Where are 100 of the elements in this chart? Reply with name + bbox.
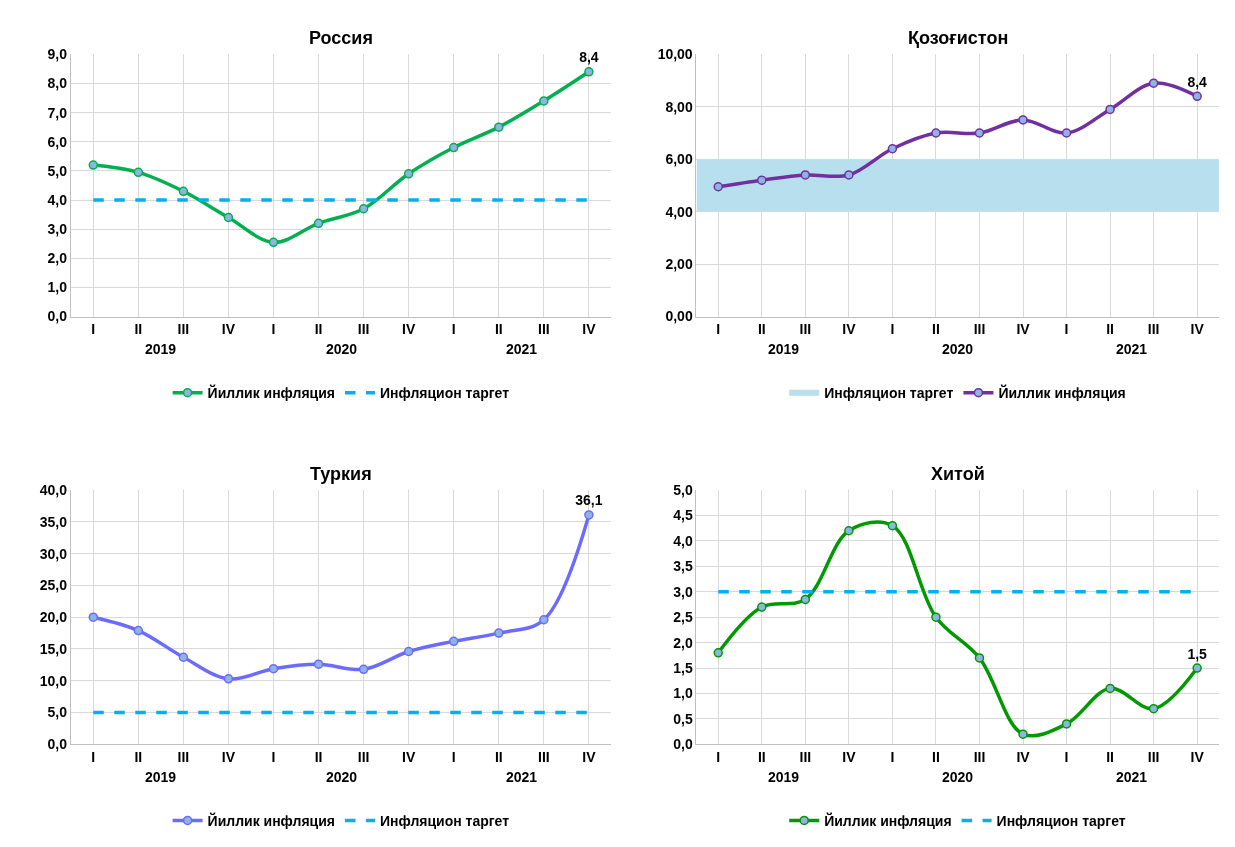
- point: [494, 628, 504, 638]
- x-tick-label: I: [451, 321, 456, 338]
- text: 2020: [942, 341, 974, 357]
- x-tick-label: II: [314, 749, 323, 766]
- legend-label: Йиллик инфляция: [207, 384, 335, 402]
- chart-title: Хитой: [931, 464, 985, 484]
- point: [1061, 128, 1072, 138]
- x-tick-label: III: [973, 749, 986, 766]
- y-tick-label: 5,0: [47, 704, 68, 721]
- text: 2021: [1116, 769, 1148, 785]
- x-tick-label: II: [1106, 321, 1114, 338]
- legend-label: Инфляцион таргет: [824, 385, 954, 402]
- y-tick-label: 4,0: [673, 532, 693, 549]
- point: [268, 237, 279, 248]
- text: 2019: [768, 769, 800, 785]
- point: [133, 625, 144, 636]
- point: [539, 614, 549, 625]
- x-tick-label: II: [134, 749, 143, 766]
- point: [887, 143, 898, 154]
- point: [713, 648, 723, 658]
- text: 2021: [506, 769, 538, 785]
- y-tick-label: 5,0: [47, 162, 68, 179]
- x-tick-label: II: [932, 749, 940, 766]
- x-tick-label: III: [357, 321, 370, 338]
- x-tick-label: IV: [402, 749, 416, 766]
- y-tick-label: 0,0: [47, 308, 68, 325]
- y-tick-label: 25,0: [39, 577, 68, 594]
- x-tick-label: II: [314, 321, 323, 338]
- y-tick-label: 4,00: [665, 203, 693, 220]
- data-label: 8,4: [579, 49, 599, 66]
- point: [268, 663, 279, 674]
- x-tick-label: III: [177, 749, 190, 766]
- y-tick-label: 40,0: [39, 481, 68, 498]
- y-tick-label: 0,00: [665, 308, 693, 325]
- x-tick-label: IV: [221, 321, 236, 338]
- y-tick-label: 1,0: [47, 279, 68, 296]
- y-tick-label: 2,0: [47, 250, 68, 267]
- y-tick-label: 8,00: [665, 98, 693, 115]
- point: [358, 664, 369, 675]
- x-tick-label: IV: [1016, 749, 1031, 766]
- chart-title: Қозоғистон: [908, 28, 1009, 48]
- y-tick-label: 6,00: [665, 151, 693, 168]
- point: [757, 602, 767, 612]
- x-tick-label: I: [271, 321, 276, 338]
- x-tick-label: II: [494, 321, 503, 338]
- x-tick-label: I: [451, 749, 456, 766]
- point: [757, 175, 767, 185]
- y-tick-label: 10,00: [657, 46, 693, 63]
- x-tick-label: I: [271, 749, 276, 766]
- y-tick-label: 5,0: [673, 481, 693, 498]
- point: [1018, 115, 1028, 125]
- data-label: 1,5: [1187, 645, 1208, 662]
- point: [713, 182, 723, 192]
- y-tick-label: 4,5: [673, 507, 693, 524]
- point: [931, 128, 941, 138]
- text: 2020: [942, 769, 974, 785]
- y-tick-label: 2,0: [673, 634, 693, 651]
- point: [313, 218, 324, 229]
- text: 2020: [326, 341, 358, 357]
- point: [133, 167, 144, 178]
- point: [448, 636, 459, 647]
- y-tick-label: 35,0: [39, 513, 68, 530]
- y-tick-label: 8,0: [47, 75, 68, 92]
- point: [223, 674, 234, 684]
- legend-label: Йиллик инфляция: [207, 811, 335, 829]
- point: [88, 612, 99, 622]
- y-tick-label: 3,0: [47, 221, 68, 238]
- point: [974, 128, 985, 138]
- point: [1192, 91, 1202, 102]
- point: [539, 96, 549, 106]
- x-tick-label: IV: [842, 749, 857, 766]
- point: [403, 646, 414, 657]
- x-tick-label: I: [716, 749, 721, 766]
- y-tick-label: 6,0: [47, 133, 68, 150]
- point: [844, 170, 854, 180]
- x-tick-label: IV: [582, 321, 597, 338]
- point: [800, 170, 811, 180]
- x-tick-label: III: [799, 321, 812, 338]
- point: [494, 122, 504, 132]
- x-tick-label: II: [134, 321, 143, 338]
- point: [1105, 683, 1115, 694]
- x-tick-label: II: [1106, 749, 1114, 766]
- point: [358, 204, 369, 214]
- text: 2019: [145, 341, 177, 357]
- chart-title: Россия: [309, 28, 373, 48]
- x-tick-label: II: [757, 321, 766, 338]
- point: [887, 520, 898, 531]
- point: [1018, 729, 1028, 739]
- y-tick-label: 1,5: [673, 659, 693, 676]
- point: [800, 594, 811, 605]
- y-tick-label: 9,0: [47, 46, 68, 63]
- x-tick-label: I: [1064, 321, 1069, 338]
- point: [584, 67, 594, 77]
- x-tick-label: IV: [842, 321, 857, 338]
- x-tick-label: I: [890, 749, 895, 766]
- x-tick-label: I: [91, 321, 96, 338]
- x-tick-label: IV: [582, 749, 597, 766]
- x-tick-label: III: [357, 749, 370, 766]
- legend-label: Йиллик инфляция: [824, 811, 952, 829]
- y-tick-label: 3,0: [673, 583, 693, 600]
